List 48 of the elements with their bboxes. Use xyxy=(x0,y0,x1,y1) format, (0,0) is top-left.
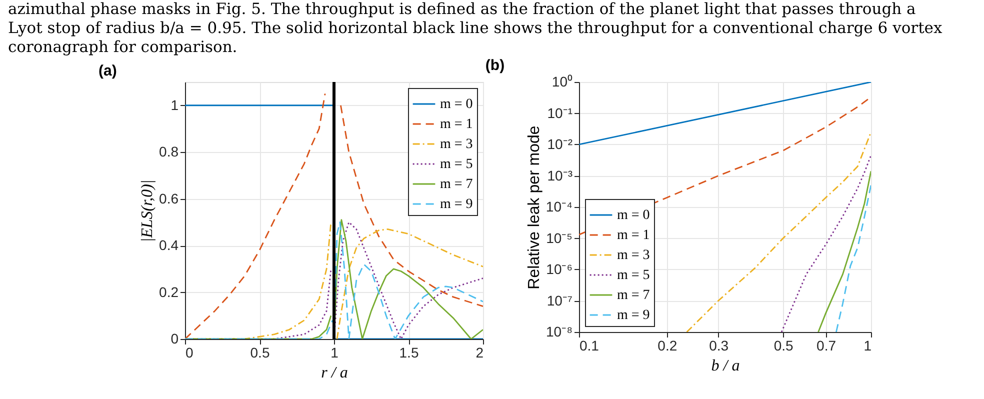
y-tick-label: 10⁻⁸ xyxy=(546,324,573,340)
x-tick-label: 2 xyxy=(476,344,484,360)
x-tick-label: 0.7 xyxy=(816,338,836,354)
x-tick-label: 0.5 xyxy=(250,344,270,360)
x-tick-label: 0 xyxy=(186,344,194,360)
x-tick-label: 0.1 xyxy=(580,338,600,354)
legend-label: m = 0 xyxy=(440,97,473,112)
y-tick-label: 0.2 xyxy=(159,284,179,300)
y-tick-label: 10⁻⁴ xyxy=(546,198,572,214)
y-tick-label: 0.6 xyxy=(159,190,179,206)
chart-title: (b) xyxy=(485,57,505,74)
y-tick-label: 10⁻¹ xyxy=(547,104,573,121)
x-tick-label: 0.5 xyxy=(774,338,794,354)
y-tick-label: 10⁻⁵ xyxy=(546,230,572,246)
legend-label: m = 1 xyxy=(617,228,650,243)
y-axis-title: Relative leak per mode xyxy=(526,126,543,290)
line-series xyxy=(836,184,871,332)
legend-label: m = 3 xyxy=(617,248,650,263)
legend-label: m = 3 xyxy=(440,137,473,152)
chart-title: (a) xyxy=(98,62,117,80)
text: azimuthal phase masks in Fig. 5. The throughput is defined as the fraction of the planet light that passes through a xyxy=(8,0,916,18)
legend-label: m = 0 xyxy=(617,208,650,223)
text: Lyot stop of radius b/a = 0.95. The solid horizontal black line shows the throughput for a conventional charge 6 vortex xyxy=(8,19,942,37)
y-tick-label: 10⁻² xyxy=(547,136,573,152)
y-tick-label: 10⁻⁶ xyxy=(546,261,572,277)
y-axis-title: |ELS(r,0)| xyxy=(139,180,156,242)
x-axis-title: r / a xyxy=(321,364,348,382)
x-tick-label: 0.2 xyxy=(658,338,678,354)
y-tick-label: 10⁻⁷ xyxy=(546,292,572,308)
y-tick-label: 1 xyxy=(170,96,179,113)
legend-label: m = 7 xyxy=(440,177,473,192)
legend-label: m = 9 xyxy=(440,197,473,212)
line-series xyxy=(818,170,871,332)
x-axis-title: b / a xyxy=(711,358,740,374)
legend-label: m = 7 xyxy=(617,288,650,303)
y-tick-label: 10⁰ xyxy=(552,74,572,90)
x-tick-label: 1.5 xyxy=(399,344,419,360)
legend-label: m = 9 xyxy=(617,308,650,323)
y-tick-label: 0.8 xyxy=(159,144,179,160)
legend-label: m = 5 xyxy=(440,157,473,172)
legend-label: m = 1 xyxy=(440,117,473,132)
x-tick-label: 1 xyxy=(864,338,872,354)
x-tick-label: 0.3 xyxy=(709,338,729,354)
y-tick-label: 0.4 xyxy=(159,237,179,254)
text: coronagraph for comparison. xyxy=(8,38,238,56)
legend-label: m = 5 xyxy=(617,268,650,283)
x-tick-label: 1 xyxy=(330,344,339,360)
y-tick-label: 10⁻³ xyxy=(547,167,573,184)
